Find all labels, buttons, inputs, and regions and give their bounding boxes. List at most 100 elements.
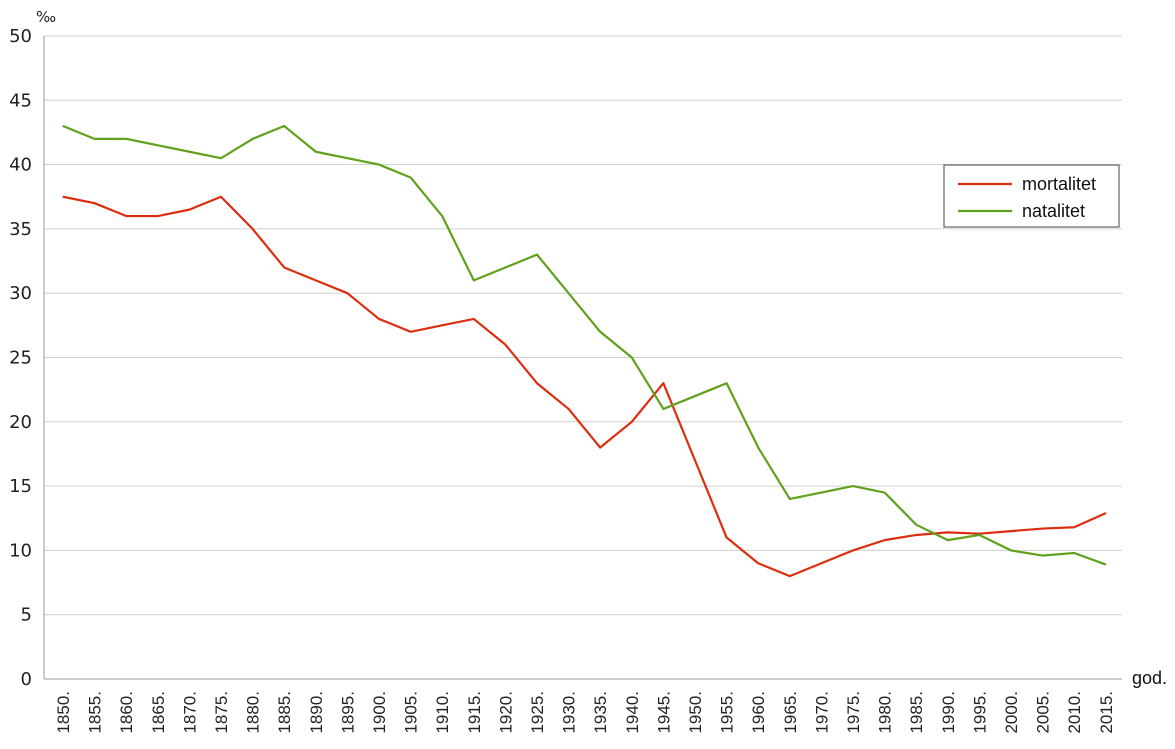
data-point-natalitet: [978, 534, 981, 536]
data-point-mortalitet: [346, 292, 348, 294]
x-tick-label: 2015.: [1097, 691, 1116, 734]
data-point-natalitet: [1010, 549, 1012, 552]
data-point-natalitet: [599, 331, 601, 333]
data-point-natalitet: [315, 151, 317, 153]
x-tick-label: 1880.: [244, 691, 263, 734]
data-point-mortalitet: [378, 318, 380, 320]
data-point-natalitet: [441, 215, 443, 217]
data-point-mortalitet: [441, 324, 443, 326]
x-tick-label: 1860.: [117, 691, 136, 734]
series-line-mortalitet: [62, 195, 1107, 578]
series-lines: [62, 124, 1107, 578]
data-point-natalitet: [252, 138, 254, 140]
x-tick-label: 1960.: [749, 691, 768, 734]
data-point-mortalitet: [62, 196, 64, 198]
y-tick-label: 35: [9, 219, 32, 240]
x-tick-label: 1900.: [370, 691, 389, 734]
data-point-natalitet: [94, 138, 96, 140]
y-tick-label: 5: [21, 605, 32, 626]
data-point-mortalitet: [125, 215, 127, 217]
x-tick-label: 1905.: [402, 691, 421, 734]
x-tick-label: 1915.: [465, 691, 484, 734]
data-point-natalitet: [631, 356, 633, 359]
data-point-natalitet: [947, 539, 949, 541]
x-tick-label: 1895.: [338, 691, 357, 734]
data-point-mortalitet: [220, 196, 222, 198]
y-tick-label: 15: [9, 476, 32, 497]
data-point-natalitet: [220, 157, 222, 159]
data-point-natalitet: [789, 498, 791, 500]
x-tick-label: 1890.: [307, 691, 326, 734]
x-tick-label: 1935.: [591, 691, 610, 734]
y-tick-label: 45: [9, 90, 32, 111]
data-point-natalitet: [694, 395, 696, 397]
data-point-mortalitet: [504, 344, 506, 346]
data-point-mortalitet: [94, 202, 96, 204]
data-point-mortalitet: [915, 534, 917, 536]
data-point-natalitet: [62, 125, 64, 127]
x-tick-labels: 1850. 1855. 1860. 1865. 1870. 1875. 1880. 1885.…: [54, 691, 1116, 734]
x-tick-label: 1965.: [781, 691, 800, 734]
data-point-mortalitet: [410, 331, 412, 333]
data-point-mortalitet: [1010, 530, 1012, 532]
x-tick-label: 1950.: [686, 691, 705, 734]
data-point-natalitet: [662, 408, 665, 410]
data-point-natalitet: [915, 524, 917, 526]
x-tick-label: 1940.: [623, 691, 642, 734]
data-point-mortalitet: [631, 421, 633, 423]
x-tick-label: 1945.: [654, 691, 673, 734]
data-point-mortalitet: [157, 215, 159, 217]
x-tick-label: 1850.: [54, 691, 73, 734]
x-tick-label: 1865.: [149, 691, 168, 734]
data-point-mortalitet: [188, 209, 190, 211]
data-point-mortalitet: [1105, 512, 1107, 514]
x-axis-unit-label: god.: [1132, 668, 1167, 688]
data-point-natalitet: [346, 157, 348, 159]
series-line-natalitet: [62, 124, 1107, 566]
data-point-mortalitet: [252, 228, 254, 230]
data-point-mortalitet: [947, 531, 949, 533]
data-point-natalitet: [884, 491, 886, 494]
y-tick-labels: 0 5 10 15 20 25 30 35 40 45 50: [9, 26, 32, 690]
data-point-natalitet: [504, 266, 506, 269]
y-tick-label: 50: [9, 26, 32, 47]
x-tick-label: 1985.: [907, 691, 926, 734]
data-point-natalitet: [1073, 552, 1075, 554]
x-tick-label: 2000.: [1002, 691, 1021, 734]
x-tick-label: 1970.: [812, 691, 831, 734]
gridlines: [44, 35, 1122, 616]
x-tick-label: 1885.: [275, 691, 294, 734]
data-point-mortalitet: [757, 562, 759, 564]
data-point-natalitet: [726, 382, 728, 384]
data-point-mortalitet: [473, 318, 475, 320]
data-point-natalitet: [568, 292, 570, 294]
x-tick-label: 1975.: [844, 691, 863, 734]
x-tick-label: 1980.: [876, 691, 895, 734]
legend: mortalitet natalitet: [943, 164, 1120, 228]
data-point-natalitet: [820, 491, 823, 494]
data-point-mortalitet: [315, 279, 317, 281]
y-tick-label: 0: [21, 669, 32, 690]
data-point-natalitet: [852, 485, 854, 487]
data-point-natalitet: [473, 279, 475, 281]
data-point-mortalitet: [536, 382, 538, 384]
data-point-natalitet: [283, 125, 285, 127]
data-point-mortalitet: [662, 382, 665, 384]
data-point-natalitet: [157, 144, 159, 146]
data-point-mortalitet: [694, 459, 696, 461]
data-point-natalitet: [125, 138, 127, 140]
x-tick-label: 2010.: [1065, 691, 1084, 734]
x-tick-label: 1955.: [718, 691, 737, 734]
data-point-mortalitet: [568, 408, 570, 410]
x-tick-label: 1990.: [939, 691, 958, 734]
data-point-natalitet: [188, 151, 190, 153]
data-point-mortalitet: [599, 446, 601, 449]
x-tick-label: 1925.: [528, 691, 547, 734]
legend-label-natalitet: natalitet: [1022, 201, 1085, 221]
data-point-mortalitet: [1073, 526, 1075, 528]
y-axis-unit-label: ‰: [36, 8, 56, 26]
data-point-natalitet: [1105, 563, 1107, 566]
x-tick-label: 1995.: [970, 691, 989, 734]
x-tick-label: 1875.: [212, 691, 231, 734]
